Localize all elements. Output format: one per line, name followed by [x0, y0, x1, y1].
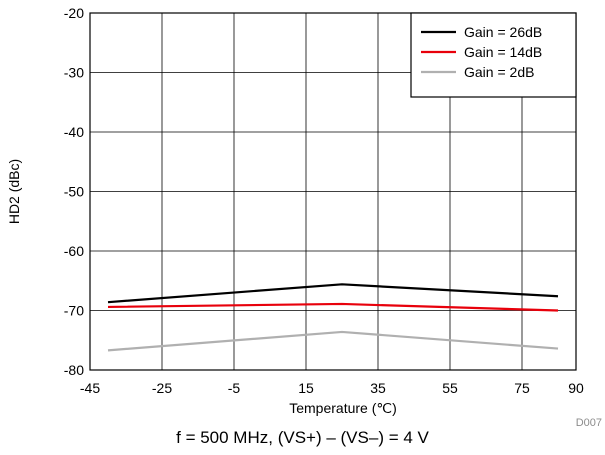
x-tick-label: -5	[228, 380, 241, 396]
legend-label: Gain = 2dB	[464, 64, 534, 80]
x-tick-label: 35	[370, 380, 386, 396]
x-tick-label: -25	[152, 380, 172, 396]
y-tick-label: -60	[64, 243, 84, 259]
legend-label: Gain = 26dB	[464, 24, 542, 40]
figure-caption: f = 500 MHz, (VS+) – (VS–) = 4 V	[176, 428, 429, 447]
x-tick-label: 90	[568, 380, 584, 396]
legend: Gain = 26dB Gain = 14dB Gain = 2dB	[410, 12, 577, 98]
y-tick-label: -70	[64, 303, 84, 319]
series-line-1	[107, 283, 559, 304]
series-lines	[107, 283, 559, 352]
x-axis-title: Temperature (℃)	[289, 400, 397, 416]
y-tick-label: -50	[64, 184, 84, 200]
y-axis-title: HD2 (dBc)	[6, 159, 22, 224]
x-tick-label: 55	[442, 380, 458, 396]
y-tick-label: -20	[64, 5, 84, 21]
series-line-3	[107, 330, 559, 352]
y-tick-label: -30	[64, 65, 84, 81]
y-tick-label: -40	[64, 124, 84, 140]
x-tick-labels: -45 -25 -5 15 35 55 75 90	[80, 380, 584, 396]
x-tick-label: -45	[80, 380, 100, 396]
legend-box	[410, 12, 577, 98]
y-tick-labels: -20 -30 -40 -50 -60 -70 -80	[64, 5, 84, 378]
series-line-2	[107, 302, 559, 312]
plot-frame	[89, 12, 577, 371]
x-tick-label: 15	[298, 380, 314, 396]
y-tick-label: -80	[64, 362, 84, 378]
x-tick-label: 75	[514, 380, 530, 396]
legend-label: Gain = 14dB	[464, 44, 542, 60]
figure-code: D007	[576, 417, 602, 429]
